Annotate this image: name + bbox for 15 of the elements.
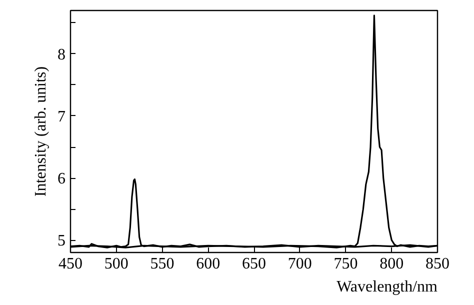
x-tick-label: 550 [150,256,174,272]
x-tick-label: 750 [334,256,358,272]
y-tick-label: 6 [58,170,66,188]
x-tick-label: 700 [288,256,312,272]
y-tick-label: 5 [58,232,66,250]
x-tick-label: 850 [426,256,450,272]
x-tick-label: 500 [104,256,128,272]
x-tick-label: 650 [242,256,266,272]
y-tick-label: 7 [58,108,66,126]
y-tick-label: 8 [58,46,66,64]
y-axis-title: Intensity (arb. units) [32,66,50,197]
x-tick-label: 800 [380,256,404,272]
x-axis-title: Wavelength/nm [336,278,438,296]
x-tick-label: 450 [58,256,82,272]
x-tick-label: 600 [196,256,220,272]
